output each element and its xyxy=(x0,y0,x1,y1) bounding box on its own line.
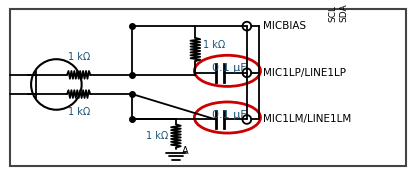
Text: 1 kΩ: 1 kΩ xyxy=(203,40,225,50)
Text: 1 kΩ: 1 kΩ xyxy=(146,131,168,141)
Text: MIC1LM/LINE1LM: MIC1LM/LINE1LM xyxy=(264,114,352,124)
Text: 1 kΩ: 1 kΩ xyxy=(68,107,90,117)
Text: SDA: SDA xyxy=(339,4,349,22)
Text: MIC1LP/LINE1LP: MIC1LP/LINE1LP xyxy=(264,68,347,78)
Text: A: A xyxy=(182,146,188,156)
Text: SCL: SCL xyxy=(329,5,338,22)
Text: 0.1 μF: 0.1 μF xyxy=(212,63,247,73)
Text: MICBIAS: MICBIAS xyxy=(264,21,307,31)
Text: 1 kΩ: 1 kΩ xyxy=(68,52,90,62)
Text: 0.1 μF: 0.1 μF xyxy=(212,110,247,120)
